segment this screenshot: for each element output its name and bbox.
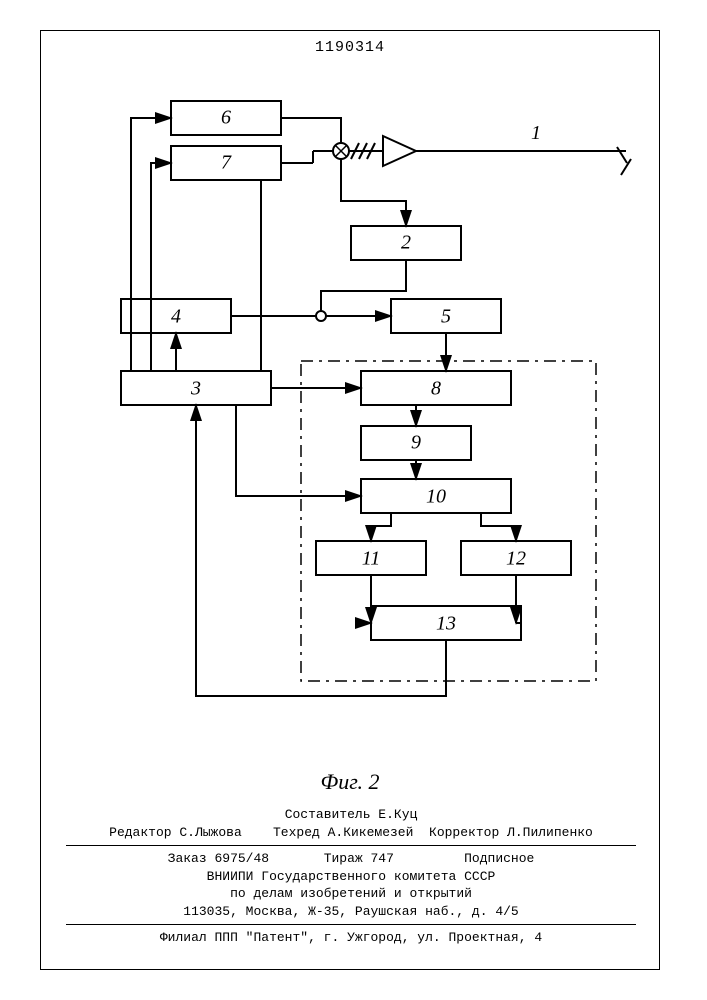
block-5-label: 5 xyxy=(441,306,451,328)
footer-compiler: Составитель Е.Куц xyxy=(66,806,636,824)
footer-block: Составитель Е.Куц Редактор С.Лыжова Техр… xyxy=(66,806,636,947)
block-10-label: 10 xyxy=(426,486,446,508)
block-4-label: 4 xyxy=(171,306,181,328)
block-6-label: 6 xyxy=(221,107,231,129)
figure-caption: Фиг. 2 xyxy=(41,769,659,795)
amplifier xyxy=(383,136,416,166)
footer-address: 113035, Москва, Ж-35, Раушская наб., д. … xyxy=(66,903,636,921)
block-9-label: 9 xyxy=(411,432,421,454)
summing-junction xyxy=(333,143,349,159)
block-3-label: 3 xyxy=(190,378,201,400)
wire-10-11 xyxy=(371,513,391,541)
wire-10-12 xyxy=(481,513,516,541)
footer-org1: ВНИИПИ Государственного комитета СССР xyxy=(66,868,636,886)
footer-rule-1 xyxy=(66,845,636,846)
wire-to-2 xyxy=(341,159,406,226)
document-number: 1190314 xyxy=(41,39,659,56)
label-1: 1 xyxy=(531,122,541,144)
wire-6-to-sum xyxy=(281,118,341,143)
footer-tirazh: Тираж 747 xyxy=(324,851,394,866)
block-2-label: 2 xyxy=(401,232,411,254)
footer-order: Заказ 6975/48 xyxy=(168,851,269,866)
footer-rule-2 xyxy=(66,924,636,925)
footer-filial: Филиал ППП "Патент", г. Ужгород, ул. Про… xyxy=(66,929,636,947)
wire-3-7 xyxy=(151,163,171,371)
footer-order-row: Заказ 6975/48 Тираж 747 Подписное xyxy=(66,850,636,868)
block-13-label: 13 xyxy=(436,613,456,635)
footer-editor: Редактор С.Лыжова xyxy=(109,825,242,840)
block-11-label: 11 xyxy=(362,548,381,570)
block-12-label: 12 xyxy=(506,548,526,570)
footer-credits: Редактор С.Лыжова Техред А.Кикемезей Кор… xyxy=(66,824,636,842)
footer-techred: Техред А.Кикемезей xyxy=(273,825,413,840)
footer-podpisnoe: Подписное xyxy=(464,851,534,866)
node-4-2-5 xyxy=(316,311,326,321)
footer-org2: по делам изобретений и открытий xyxy=(66,885,636,903)
footer-corrector: Корректор Л.Пилипенко xyxy=(429,825,593,840)
wire-3-10 xyxy=(236,405,361,496)
page-frame: 1190314 6 7 1 xyxy=(40,30,660,970)
block-8-label: 8 xyxy=(431,378,441,400)
block-7-label: 7 xyxy=(221,152,232,174)
block-diagram: 6 7 1 2 xyxy=(61,81,641,761)
